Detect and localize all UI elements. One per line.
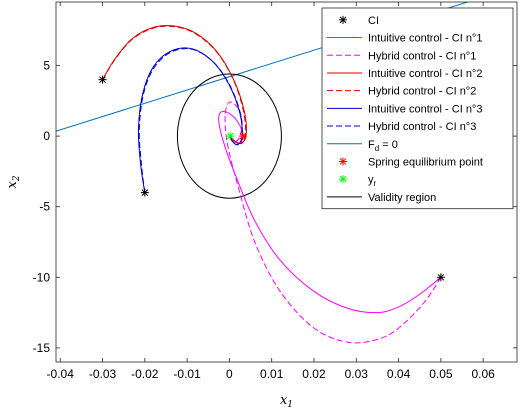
legend-label-intuitive-control-ci-n-2: Intuitive control - CI n°2 [368,68,482,80]
y-tick-label-2: -5 [39,200,50,214]
x-tick-label-3: -0.01 [173,367,201,381]
axes: -0.04 -0.03 -0.02 -0.01 0 0.01 0.02 0.03 0.04 0.0… [5,1,518,410]
series-line-hybrid-control-ci-n-3 [138,48,243,193]
series-line-intuitive-control-ci-n-2 [102,24,247,145]
y-tick-label-0: 5 [43,59,50,73]
legend-entry-hybrid-control-ci-n-2: Hybrid control - CI n°2 [327,86,476,98]
point-y-r-0 [226,132,235,141]
x-tick-label-9: 0.05 [429,367,453,381]
x-tick-label-4: 0 [226,367,233,381]
point-spring-equilibrium-point-0 [238,132,247,141]
legend-entry-ci: CI [339,15,379,27]
x-tick-label-7: 0.03 [345,367,369,381]
x-tick-label-10: 0.06 [471,367,495,381]
legend-entry-y-r: yr [339,174,377,188]
x-tick-label-5: 0.01 [260,367,284,381]
x-tick-label-2: -0.02 [131,367,159,381]
y-tick-label-1: 0 [43,129,50,143]
point-ci-0 [98,75,107,84]
legend-label-intuitive-control-ci-n-3: Intuitive control - CI n°3 [368,103,482,115]
legend-entry-intuitive-control-ci-n-1: Intuitive control - CI n°1 [327,33,482,45]
legend-label-hybrid-control-ci-n-1: Hybrid control - CI n°1 [368,50,476,62]
point-ci-1 [140,188,149,197]
legend-entry-validity-region: Validity region [327,192,436,204]
series-line-hybrid-control-ci-n-1 [224,101,442,344]
legend-entry-spring-equilibrium-point: Spring equilibrium point [339,156,483,168]
legend-marker-y-r [339,175,347,184]
point-ci-2 [436,273,445,282]
plot-content [56,2,470,344]
legend-marker-ci [339,15,347,24]
y-tick-label-4: -15 [33,341,51,355]
x-tick-label-6: 0.02 [302,367,326,381]
legend-entry-hybrid-control-ci-n-3: Hybrid control - CI n°3 [327,121,476,133]
legend-label-y-r: yr [368,174,377,188]
x-tick-label-0: -0.04 [47,367,75,381]
legend-marker-spring-equilibrium-point [339,157,347,166]
legend: CI Intuitive control - CI n°1 Hybrid contr… [321,7,514,210]
series-line-hybrid-control-ci-n-2 [102,25,247,145]
legend-entry-intuitive-control-ci-n-2: Intuitive control - CI n°2 [327,68,482,80]
legend-entry-hybrid-control-ci-n-1: Hybrid control - CI n°1 [327,50,476,62]
legend-label-intuitive-control-ci-n-1: Intuitive control - CI n°1 [368,33,482,45]
legend-label-ci: CI [368,15,379,27]
axes-box [55,1,518,363]
legend-label-hybrid-control-ci-n-2: Hybrid control - CI n°2 [368,86,476,98]
series-validity-region [176,73,282,199]
legend-label-hybrid-control-ci-n-3: Hybrid control - CI n°3 [368,121,476,133]
legend-entry-intuitive-control-ci-n-3: Intuitive control - CI n°3 [327,103,482,115]
legend-label-validity-region: Validity region [368,192,436,204]
x-tick-label-8: 0.04 [387,367,411,381]
y-tick-label-3: -10 [33,270,51,284]
legend-label-f-d-0: Fd = 0 [368,139,398,153]
legend-label-spring-equilibrium-point: Spring equilibrium point [368,156,483,168]
x-tick-label-1: -0.03 [89,367,117,381]
